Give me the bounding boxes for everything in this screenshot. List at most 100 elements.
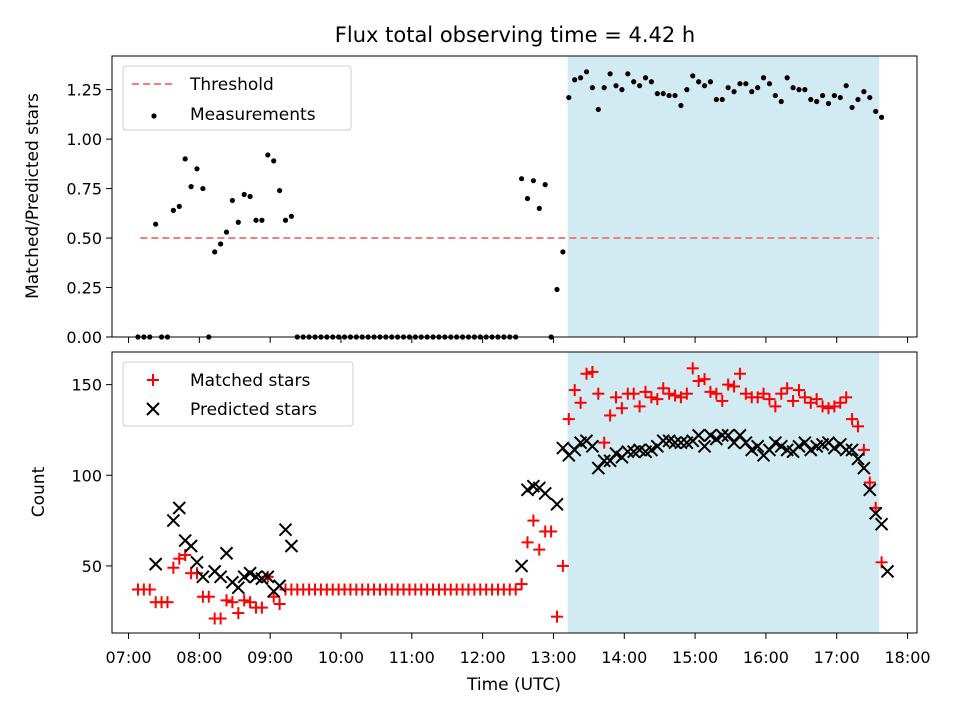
- measurement-point: [637, 83, 643, 89]
- shaded-span: [567, 352, 880, 633]
- measurement-point: [778, 98, 784, 105]
- matched-star-point: [598, 436, 611, 449]
- measurement-point: [572, 77, 578, 83]
- top-plot-marks: [135, 69, 885, 340]
- measurement-point: [554, 286, 560, 293]
- measurement-point: [288, 213, 295, 219]
- predicted-star-point: [745, 443, 759, 457]
- measurement-point: [719, 96, 725, 103]
- x-axis-label: Time (UTC): [466, 675, 561, 695]
- y-tick-label: 1.00: [66, 130, 102, 149]
- matched-star-point: [798, 391, 811, 404]
- measurement-point: [271, 158, 277, 164]
- matched-star-point: [716, 394, 729, 407]
- measurement-point: [878, 114, 885, 120]
- x-tick-label: 13:00: [530, 648, 576, 667]
- matched-star-point: [202, 590, 215, 603]
- legend-predicted-swatch: [146, 402, 160, 416]
- measurement-point: [760, 75, 767, 81]
- measurement-point: [265, 152, 271, 158]
- predicted-star-point: [261, 570, 275, 584]
- measurement-point: [235, 219, 241, 225]
- predicted-star-point: [237, 570, 251, 584]
- measurement-point: [696, 79, 702, 85]
- legend-matched-label: Matched stars: [190, 371, 310, 391]
- matched-star-point: [633, 400, 646, 413]
- matched-star-point: [586, 365, 599, 378]
- measurement-point: [849, 104, 855, 111]
- matched-star-point: [680, 387, 693, 400]
- matched-star-point: [663, 387, 676, 400]
- predicted-star-point: [190, 555, 204, 570]
- matched-star-point: [692, 375, 705, 388]
- measurement-point: [524, 195, 531, 202]
- matched-star-point: [728, 380, 741, 393]
- matched-star-point: [232, 607, 245, 620]
- matched-star-point: [509, 583, 522, 596]
- predicted-star-point: [768, 435, 783, 450]
- matched-star-point: [592, 387, 605, 400]
- matched-star-point: [515, 578, 528, 591]
- bottom-shaded-region: [567, 352, 880, 633]
- y-tick-label: 0.00: [66, 328, 102, 347]
- predicted-star-point: [520, 483, 535, 497]
- predicted-star-point: [538, 486, 552, 501]
- measurement-point: [182, 156, 188, 162]
- predicted-star-point: [213, 570, 228, 584]
- measurement-point: [613, 83, 619, 89]
- bottom-y-axis-label: Count: [29, 466, 49, 517]
- measurement-point: [749, 89, 755, 95]
- measurement-point: [843, 83, 849, 89]
- measurement-point: [282, 217, 289, 223]
- matched-star-point: [698, 373, 711, 386]
- predicted-star-point: [857, 461, 871, 475]
- measurement-point: [666, 92, 672, 99]
- matched-star-point: [763, 393, 776, 406]
- matched-star-point: [775, 387, 788, 400]
- x-tick-label: 12:00: [460, 648, 506, 667]
- top-legend: Threshold Measurements: [122, 65, 352, 131]
- measurement-point: [217, 241, 224, 247]
- bottom-x-axis-ticks: 07:00 08:00 09:00 10:00 11:00 12:00 13:00 14:00…: [105, 633, 931, 667]
- measurement-point: [660, 90, 666, 97]
- measurement-point: [241, 191, 247, 198]
- matched-star-point: [787, 394, 800, 407]
- x-tick-label: 17:00: [814, 648, 860, 667]
- matched-star-point: [273, 597, 286, 610]
- measurement-point: [277, 187, 283, 194]
- matched-star-point: [710, 387, 723, 400]
- top-y-axis-ticks: 0.00 0.25 0.50 0.75 1.00 1.25: [66, 81, 112, 347]
- predicted-star-point: [691, 428, 706, 443]
- matched-star-point: [792, 384, 805, 397]
- matched-star-point: [167, 561, 180, 574]
- measurement-point: [518, 176, 525, 182]
- matched-star-point: [733, 367, 746, 380]
- predicted-star-point: [231, 580, 246, 595]
- measurement-point: [707, 79, 714, 85]
- matched-star-point: [769, 400, 782, 413]
- predicted-star-point: [609, 446, 623, 461]
- measurement-point: [743, 81, 749, 87]
- legend-measurements-label: Measurements: [190, 105, 316, 125]
- measurement-point: [755, 85, 761, 91]
- matched-star-point: [267, 590, 280, 603]
- measurement-point: [229, 197, 235, 204]
- matched-star-point: [550, 610, 563, 623]
- y-tick-label: 100: [71, 466, 102, 485]
- top-axes-frame: [111, 55, 918, 338]
- measurement-point: [814, 98, 820, 105]
- matched-star-point: [568, 384, 581, 397]
- matched-star-point: [214, 612, 227, 625]
- predicted-star-point: [839, 443, 853, 457]
- matched-star-point: [238, 594, 251, 607]
- measurement-point: [212, 249, 218, 255]
- legend-predicted-label: Predicted stars: [190, 400, 317, 420]
- measurement-point: [701, 83, 708, 89]
- matched-star-point: [645, 391, 658, 404]
- predicted-star-point: [880, 564, 895, 579]
- legend-threshold-label: Threshold: [189, 75, 274, 95]
- matched-star-point: [527, 514, 540, 527]
- measurement-point: [831, 92, 837, 99]
- matched-star-point: [834, 396, 847, 409]
- predicted-star-point: [184, 539, 198, 553]
